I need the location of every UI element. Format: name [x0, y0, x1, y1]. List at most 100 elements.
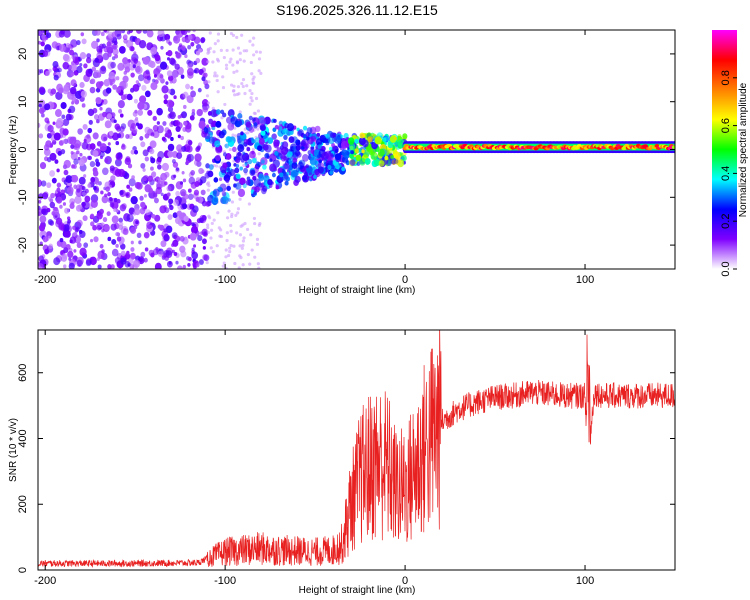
spectrogram-blob [295, 144, 301, 151]
spectrogram-blob [221, 196, 229, 205]
spectrogram-blob [179, 235, 185, 242]
spectrogram-blob [216, 39, 220, 43]
spectrogram-blob [39, 241, 43, 246]
spectrogram-blob [153, 74, 158, 78]
spectrogram-blob [149, 148, 155, 155]
spectrogram-blob [101, 249, 105, 254]
spectrogram-blob [46, 182, 52, 189]
spectrogram-blob [44, 103, 51, 111]
spectrogram-blob [206, 223, 210, 227]
spectrogram-blob [223, 102, 227, 107]
spectrogram-blob [283, 162, 290, 170]
spectrogram-blob [105, 43, 114, 53]
spectrogram-blob [209, 246, 213, 250]
spectrogram-blob [207, 170, 214, 178]
spectrogram-blob [206, 105, 211, 109]
spectrogram-blob [175, 167, 180, 171]
spectrogram-blob [252, 216, 257, 221]
spectrogram-blob [140, 251, 146, 258]
spectrogram-blob [283, 134, 288, 140]
spectrogram-blob [251, 150, 255, 155]
spectrogram-blob [160, 45, 164, 50]
spectrogram-blob [107, 264, 112, 269]
spectrogram-blob [99, 80, 104, 87]
spectrogram-blob [175, 125, 181, 133]
spectrogram-blob [140, 162, 146, 169]
spectrogram-blob [221, 75, 225, 79]
spectrogram-blob [305, 164, 309, 169]
spectrogram-blob [267, 179, 273, 186]
spectrogram-blob [79, 81, 85, 89]
spectrogram-blob [93, 69, 101, 78]
spectrogram-blob [153, 178, 157, 182]
spectrogram-blob [224, 66, 229, 71]
spectrogram-blob [197, 235, 203, 242]
spectrogram-blob [85, 57, 92, 64]
spectrogram-blob [335, 148, 339, 153]
spectrogram-blob [138, 40, 147, 49]
spectrogram-blob [130, 72, 135, 78]
spectrogram-blob [187, 188, 192, 193]
spectrogram-blob [377, 148, 385, 157]
spectrogram-blob [126, 250, 130, 255]
spectrogram-blob [50, 192, 55, 199]
spectrogram-blob [204, 132, 211, 140]
spectrogram-blob [206, 47, 211, 51]
spectrogram-blob [235, 35, 239, 40]
spectrogram-blob [76, 259, 83, 267]
spectrogram-blob [334, 135, 341, 144]
spectrogram-blob [230, 214, 234, 219]
spectrogram-blob [362, 133, 366, 138]
spectrogram-blob [71, 164, 75, 169]
spectrogram-blob [71, 174, 79, 183]
spectrogram-blob [206, 200, 212, 207]
spectrogram-blob [38, 86, 46, 94]
spectrogram-blob [237, 188, 246, 198]
spectrogram-blob [245, 49, 249, 53]
spectrogram-blob [57, 67, 62, 73]
spectrogram-blob [250, 248, 254, 252]
spectrogram-blob [225, 48, 229, 53]
spectrogram-blob [213, 177, 219, 183]
spectrogram-blob [110, 61, 116, 69]
spectrogram-blob [239, 177, 246, 186]
spectrogram-blob [95, 181, 99, 186]
spectrogram-blob [54, 159, 59, 164]
spectrogram-blob [54, 109, 62, 117]
spectrogram-blob [92, 132, 99, 140]
spectrogram-blob [83, 242, 89, 248]
spectrogram-blob [328, 146, 333, 151]
spectrogram-blob [169, 79, 173, 84]
spectrogram-blob [71, 101, 75, 105]
spectrogram-blob [205, 261, 209, 265]
spectrogram-blob [156, 121, 160, 125]
spectrogram-blob [224, 255, 228, 259]
spectrogram-blob [63, 264, 67, 269]
spectrogram-band-core [671, 145, 675, 149]
spectrogram-blob [294, 149, 301, 157]
spectrogram-blob [74, 195, 82, 204]
spectrogram-blob [143, 257, 148, 263]
spectrogram-blob [108, 71, 116, 80]
spectrogram-blob [76, 219, 83, 227]
spectrogram-blob [76, 242, 82, 249]
spectrogram-blob [254, 50, 259, 54]
spectrogram-blob [126, 93, 133, 101]
spectrogram-blob [257, 266, 261, 269]
spectrogram-blob [234, 134, 238, 138]
spectrogram-blob [248, 102, 252, 106]
spectrogram-blob [56, 45, 61, 51]
snr-y-ticks: 0 200 400 600 [17, 364, 675, 573]
spectrogram-blob [160, 240, 167, 248]
spectrogram-blob [192, 205, 199, 213]
spectrogram-blob [227, 122, 235, 131]
spectrogram-blob [63, 224, 70, 232]
spectrogram-blob [236, 46, 241, 50]
spectrogram-blob [163, 234, 170, 242]
spectrogram-blob [111, 132, 119, 141]
spectrogram-blob [249, 233, 253, 237]
spectrogram-blob [242, 236, 246, 240]
spectrogram-blob [59, 204, 63, 209]
spectrogram-blob [302, 154, 309, 162]
